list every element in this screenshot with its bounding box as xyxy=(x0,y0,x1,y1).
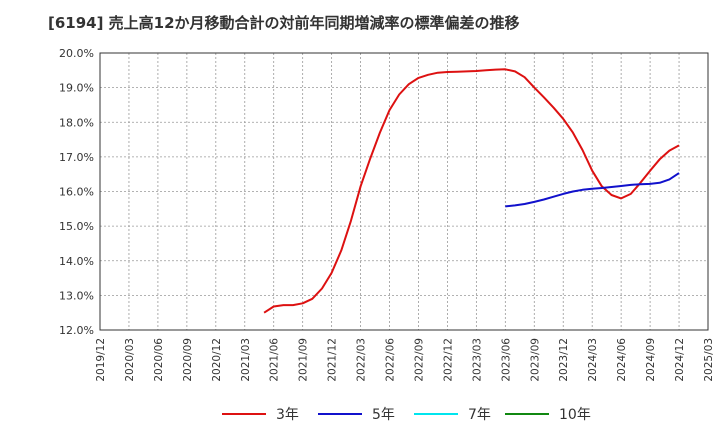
y-tick-label: 20.0% xyxy=(59,47,94,60)
y-tick-label: 15.0% xyxy=(59,220,94,233)
series-line-5年 xyxy=(505,172,680,208)
x-tick-label: 2024/09 xyxy=(645,338,657,382)
x-tick-label: 2020/09 xyxy=(182,338,194,382)
x-tick-label: 2020/12 xyxy=(211,338,223,382)
line-chart: 12.0% 13.0% 14.0% 15.0% 16.0% 17.0% 18.0% 19.0%… xyxy=(59,47,715,382)
x-tick-label: 2024/06 xyxy=(616,338,628,382)
plot-frame xyxy=(99,52,709,331)
y-tick-label: 17.0% xyxy=(59,151,94,164)
chart-title: [6194] 売上高12か月移動合計の対前年同期増減率の標準偏差の推移 xyxy=(48,14,520,32)
legend-swatch xyxy=(505,413,549,415)
y-tick-label: 12.0% xyxy=(59,324,94,337)
legend-label: 10年 xyxy=(559,407,591,423)
x-tick-label: 2025/03 xyxy=(703,338,715,382)
y-tick-label: 14.0% xyxy=(59,255,94,268)
legend-label: 7年 xyxy=(468,407,491,423)
legend-label: 3年 xyxy=(276,407,299,423)
x-tick-label: 2021/06 xyxy=(269,338,281,382)
x-tick-label: 2022/12 xyxy=(442,338,454,382)
legend-swatch xyxy=(222,413,266,415)
x-tick-label: 2022/06 xyxy=(385,338,397,382)
x-tick-label: 2022/03 xyxy=(356,338,368,382)
y-tick-label: 13.0% xyxy=(59,289,94,302)
x-tick-label: 2024/12 xyxy=(674,338,686,382)
legend-label: 5年 xyxy=(372,407,395,423)
x-tick-label: 2023/03 xyxy=(471,338,483,382)
legend-item: 10年 xyxy=(505,402,591,426)
legend-swatch xyxy=(318,413,362,415)
y-tick-label: 16.0% xyxy=(59,186,94,199)
x-tick-label: 2023/12 xyxy=(558,338,570,382)
x-tick-label: 2019/12 xyxy=(95,338,107,382)
series-line-3年 xyxy=(263,68,680,314)
x-tick-label: 2020/03 xyxy=(124,338,136,382)
y-tick-label: 19.0% xyxy=(59,82,94,95)
x-tick-label: 2024/03 xyxy=(587,338,599,382)
x-tick-label: 2021/09 xyxy=(298,338,310,382)
legend-item: 5年 xyxy=(318,402,395,426)
x-tick-label: 2020/06 xyxy=(153,338,165,382)
legend-swatch xyxy=(414,413,458,415)
y-tick-label: 18.0% xyxy=(59,116,94,129)
x-tick-label: 2023/09 xyxy=(529,338,541,382)
legend-item: 3年 xyxy=(222,402,299,426)
chart-legend: 3年 5年 7年 10年 xyxy=(0,402,720,426)
legend-item: 7年 xyxy=(414,402,491,426)
x-tick-label: 2021/03 xyxy=(240,338,252,382)
x-tick-label: 2023/06 xyxy=(500,338,512,382)
x-tick-label: 2021/12 xyxy=(327,338,339,382)
x-tick-label: 2022/09 xyxy=(413,338,425,382)
